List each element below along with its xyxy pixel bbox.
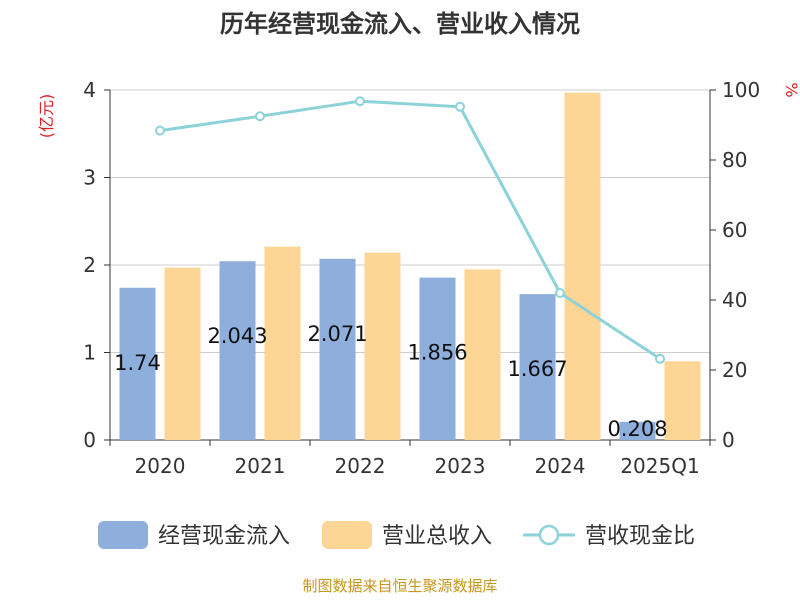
left-tick-label: 4 xyxy=(83,78,96,102)
legend-item-cash-inflow-swatch xyxy=(98,521,148,549)
bar-cash-inflow xyxy=(319,258,356,440)
right-tick-label: 100 xyxy=(722,78,760,102)
left-tick-label: 2 xyxy=(83,253,96,277)
right-tick-label: 0 xyxy=(722,428,735,452)
x-tick-label: 2024 xyxy=(535,454,586,478)
left-tick-label: 0 xyxy=(83,428,96,452)
bar-revenue xyxy=(464,269,501,440)
data-label: 2.043 xyxy=(207,324,267,348)
ratio-point xyxy=(255,111,265,122)
chart-title: 历年经营现金流入、营业收入情况 xyxy=(220,10,580,38)
x-tick-label: 2022 xyxy=(335,454,386,478)
x-tick-label: 2023 xyxy=(435,454,486,478)
data-label: 2.071 xyxy=(307,322,367,346)
ratio-point xyxy=(455,101,465,112)
ratio-point xyxy=(555,288,565,298)
bar-revenue xyxy=(264,246,301,440)
data-label: 1.856 xyxy=(407,341,467,365)
right-tick-label: 20 xyxy=(722,358,747,382)
data-label: 0.208 xyxy=(607,417,667,441)
left-tick-label: 1 xyxy=(83,341,96,365)
data-label: 1.667 xyxy=(507,357,567,381)
data-label: 1.74 xyxy=(114,351,161,375)
bar-revenue xyxy=(364,252,401,440)
bar-revenue xyxy=(164,267,201,440)
ratio-point xyxy=(655,353,665,364)
source-note: 制图数据来自恒生聚源数据库 xyxy=(302,577,497,595)
left-axis-unit: (亿元) xyxy=(37,94,56,139)
left-tick-label: 3 xyxy=(83,166,96,190)
x-tick-label: 2021 xyxy=(235,454,286,478)
bar-cash-inflow xyxy=(519,294,556,440)
legend-item-revenue-label: 营业总收入 xyxy=(382,524,492,549)
right-tick-label: 60 xyxy=(722,218,747,242)
bar-cash-inflow xyxy=(119,287,156,440)
legend-item-ratio-swatch-marker xyxy=(538,524,560,546)
ratio-line xyxy=(159,99,661,361)
bar-cash-inflow xyxy=(219,261,256,440)
right-axis-unit: % xyxy=(782,82,800,97)
bar-revenue xyxy=(664,361,701,440)
ratio-point xyxy=(355,96,365,107)
bar-revenue xyxy=(564,92,601,440)
legend-item-cash-inflow-label: 经营现金流入 xyxy=(158,524,290,549)
ratio-point xyxy=(155,125,165,136)
x-tick-label: 2025Q1 xyxy=(620,454,699,478)
right-tick-label: 40 xyxy=(722,288,747,312)
legend-item-revenue-swatch xyxy=(322,521,372,549)
bar-cash-inflow xyxy=(619,421,656,440)
x-tick-label: 2020 xyxy=(135,454,186,478)
right-tick-label: 80 xyxy=(722,148,747,172)
bar-cash-inflow xyxy=(419,277,456,440)
legend-item-ratio-label: 营收现金比 xyxy=(585,524,695,549)
